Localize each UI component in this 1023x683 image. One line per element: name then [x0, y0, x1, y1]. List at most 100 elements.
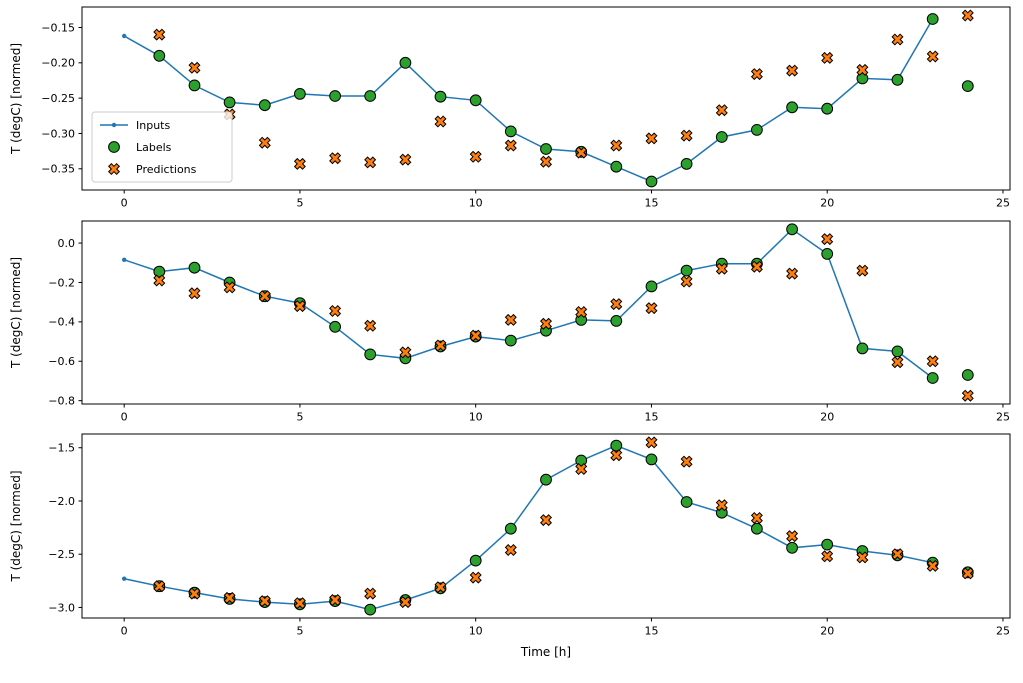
labels-circle-marker — [680, 496, 693, 508]
legend: Inputs Labels Predictions — [91, 111, 233, 183]
labels-circle-marker — [645, 175, 658, 188]
predictions-x-marker — [469, 329, 482, 342]
labels-circle-marker — [786, 223, 798, 236]
predictions-x-marker — [329, 304, 342, 318]
labels-circle-marker — [153, 49, 166, 62]
predictions-x-marker — [715, 104, 728, 117]
axes-spines — [81, 220, 1011, 405]
labels-circle-marker — [715, 131, 728, 143]
x-tick-label: 25 — [996, 625, 1010, 638]
x-tick-label: 25 — [996, 411, 1010, 424]
predictions-x-marker — [610, 298, 623, 311]
predictions-x-marker — [223, 591, 236, 604]
labels-circle-marker — [294, 88, 306, 100]
predictions-x-marker — [293, 300, 306, 313]
predictions-x-marker — [926, 355, 939, 368]
x-tick-label: 5 — [296, 197, 303, 210]
predictions-x-marker — [680, 275, 693, 288]
predictions-x-marker — [539, 317, 553, 330]
predictions-x-marker — [223, 281, 236, 294]
labels-circle-marker — [821, 248, 834, 260]
labels-circle-marker — [399, 56, 412, 69]
predictions-x-marker — [610, 449, 623, 462]
predictions-x-marker — [399, 596, 412, 609]
predictions-x-marker — [821, 550, 834, 563]
labels-circle-marker — [504, 334, 517, 347]
x-tick-label: 20 — [820, 625, 834, 638]
labels-circle-marker — [610, 439, 623, 452]
predictions-x-marker — [399, 346, 412, 359]
predictions-x-marker — [293, 157, 306, 170]
labels-circle-marker — [504, 125, 517, 138]
subplot-1: 0 5 10 15 20 25 −0.15 −0.20 −0.25 −0.30 −0.35 T (de… — [9, 6, 1011, 210]
predictions-x-marker — [856, 63, 869, 76]
labels-circle-marker — [856, 342, 869, 355]
y-tick-label: −0.6 — [48, 355, 75, 368]
x-tick-label: 0 — [121, 411, 128, 424]
labels-circle-marker — [926, 372, 939, 384]
x-tick-label: 20 — [820, 197, 834, 210]
predictions-x-marker — [258, 595, 271, 608]
predictions-x-marker — [715, 499, 728, 512]
x-tick-label: 25 — [996, 197, 1010, 210]
predictions-x-marker — [188, 287, 201, 300]
predictions-x-marker — [891, 33, 904, 46]
predictions-x-marker — [961, 9, 974, 22]
predictions-x-marker — [645, 302, 658, 315]
x-tick-label: 10 — [469, 625, 483, 638]
labels-circle-marker — [364, 348, 377, 361]
labels-circle-marker — [188, 261, 201, 274]
predictions-x-marker — [469, 150, 482, 163]
labels-circle-marker — [364, 90, 377, 102]
y-axis-label: T (degC) [normed] — [9, 43, 23, 155]
labels-circle-marker — [821, 102, 834, 115]
predictions-x-marker — [539, 155, 553, 168]
x-tick-label: 5 — [296, 625, 303, 638]
labels-circle-marker — [610, 315, 623, 327]
y-tick-label: −2.5 — [48, 548, 75, 561]
labels-circle-marker — [645, 280, 658, 293]
predictions-x-marker — [856, 264, 869, 277]
x-tick-label: 15 — [644, 411, 658, 424]
y-tick-label: −0.8 — [48, 394, 75, 407]
y-tick-label: −0.2 — [48, 276, 75, 289]
labels-circle-marker — [961, 80, 974, 92]
predictions-x-marker — [504, 313, 517, 326]
predictions-x-marker — [469, 571, 482, 584]
y-tick-label: −0.4 — [48, 316, 75, 329]
inputs-point-marker — [122, 33, 127, 39]
labels-circle-marker — [469, 94, 482, 107]
x-tick-label: 0 — [121, 625, 128, 638]
x-tick-label: 20 — [820, 411, 834, 424]
labels-circle-marker — [329, 320, 342, 333]
predictions-x-marker — [575, 305, 588, 319]
predictions-x-marker — [961, 389, 974, 402]
predictions-x-marker — [750, 68, 763, 81]
predictions-x-marker — [786, 267, 799, 280]
predictions-x-marker — [575, 146, 588, 159]
legend-item-label: Inputs — [136, 119, 170, 132]
predictions-x-marker — [504, 139, 517, 152]
predictions-x-marker — [153, 580, 166, 593]
predictions-x-marker — [750, 511, 763, 525]
labels-circle-marker — [891, 73, 904, 86]
y-tick-label: −0.15 — [41, 21, 75, 34]
legend-item-label: Labels — [136, 141, 172, 154]
labels-circle-marker — [223, 96, 236, 109]
x-tick-label: 15 — [644, 625, 658, 638]
inputs-line — [123, 228, 934, 379]
predictions-x-marker — [821, 51, 834, 64]
predictions-x-marker — [258, 290, 271, 303]
x-tick-label: 10 — [469, 197, 483, 210]
predictions-x-marker — [329, 593, 342, 607]
y-tick-label: −1.5 — [48, 442, 75, 455]
predictions-x-marker — [610, 139, 623, 152]
y-tick-label: −2.0 — [48, 495, 75, 508]
predictions-x-marker — [434, 115, 447, 128]
y-axis-label: T (degC) [normed] — [9, 470, 23, 582]
predictions-x-marker — [680, 455, 693, 468]
inputs-point-marker — [122, 257, 127, 262]
labels-circle-marker — [610, 160, 623, 173]
predictions-x-marker — [188, 61, 201, 74]
